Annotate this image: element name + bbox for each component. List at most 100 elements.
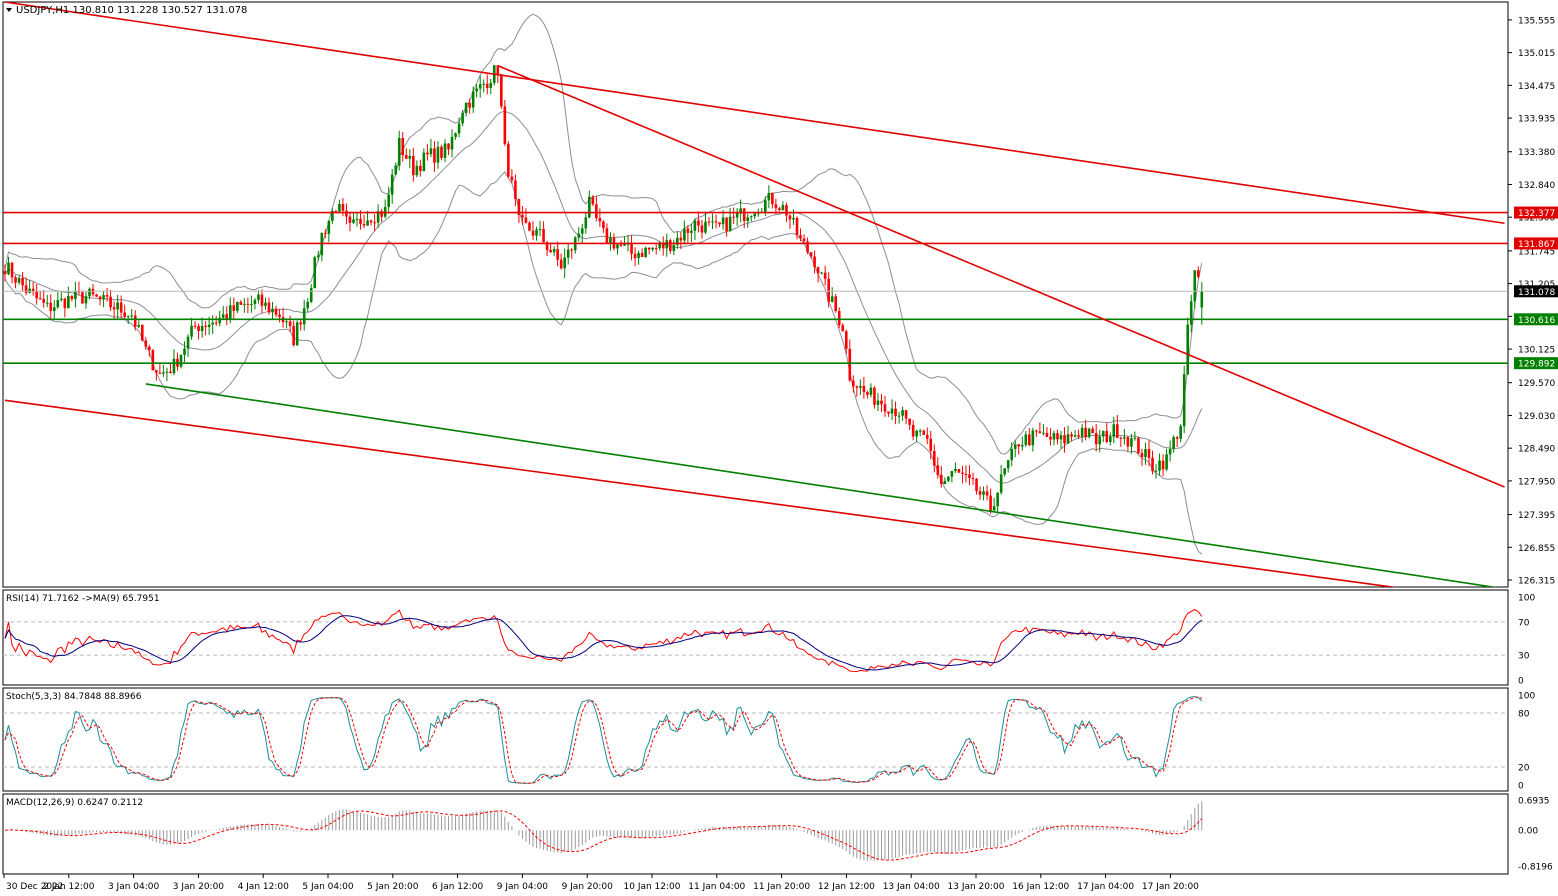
candle-body [661,243,665,249]
candle-body [588,196,591,218]
candle-body [510,176,514,181]
candle-body [538,228,542,230]
candle-body [1154,470,1158,472]
trendlines [3,2,1508,587]
bollinger-upper [4,13,1203,455]
candle-body [834,296,838,312]
candle-body [1087,428,1091,437]
candle-body [338,203,341,212]
y-tick-label: 133.380 [1518,148,1555,158]
candle-body [852,380,855,387]
candle-body [316,255,320,258]
candle-body [1010,448,1014,461]
stoch-d-line [4,696,1202,784]
chart-menu-triangle-icon[interactable] [6,8,12,12]
candle-body [633,253,637,259]
candle-body [404,155,408,159]
candle-body [676,237,679,245]
candle-body [1182,374,1186,427]
candle-body [651,247,654,250]
candle-body [683,228,686,241]
candle-body [28,288,31,293]
trendline-upper-channel [4,2,1505,225]
candle-body [950,471,954,477]
candle-body [848,348,852,381]
y-tick-label: 126.855 [1518,544,1555,554]
x-tick-label: 5 Jan 04:00 [302,882,354,892]
candle-body [1140,453,1144,458]
candle-body [1101,431,1105,437]
candle-body [602,221,605,229]
candle-body [70,295,74,300]
stoch-label: Stoch(5,3,3) 84.7848 88.8966 [6,692,142,702]
candle-body [809,252,813,257]
y-tick-label: 129.570 [1518,379,1555,389]
candle-body [778,208,781,211]
candle-body [21,277,24,286]
candle-body [918,430,922,432]
rsi-line [4,608,1203,673]
candle-body [728,216,732,232]
candle-body [985,491,989,496]
candle-body [433,148,436,163]
y-tick-label: 132.840 [1518,181,1555,191]
candle-body [894,408,897,417]
candle-body [887,411,890,414]
candle-body [324,233,327,235]
candle-body [373,222,376,224]
candle-body [475,88,478,92]
candle-body [1003,468,1006,475]
candle-body [137,324,141,327]
candle-body [1013,444,1017,449]
candle-body [577,233,581,238]
candle-body [257,294,260,300]
candle-body [471,91,475,108]
candle-body [1123,437,1126,439]
candle-body [109,296,112,308]
x-tick-label: 13 Jan 20:00 [948,882,1005,892]
x-tick-label: 3 Jan 04:00 [108,882,160,892]
stoch-tick-label: 80 [1518,710,1530,720]
candle-body [309,288,313,302]
candle-body [355,218,359,220]
candle-body [915,430,918,437]
candle-body [961,472,964,474]
candle-body [908,418,911,425]
candle-body [665,240,669,249]
candle-body [105,295,109,297]
candle-body [1028,434,1031,446]
candle-body [468,102,471,108]
candle-body [545,242,549,250]
x-tick-label: 17 Jan 20:00 [1142,882,1199,892]
candle-body [232,305,236,311]
candle-body [45,302,49,304]
candle-body [1158,460,1161,471]
candle-body [151,350,155,371]
candle-body [1130,438,1133,447]
last-price-box [1514,285,1558,298]
candle-body [239,301,243,305]
candle-body [390,174,394,195]
candle-body [866,392,869,395]
candle-body [264,302,267,306]
stoch-k-line [4,696,1203,784]
candle-body [478,84,482,89]
candle-body [869,387,873,395]
candle-body [507,143,510,177]
candle-body [461,113,464,124]
candle-body [721,217,725,225]
candle-body [179,354,183,367]
candle-body [394,165,398,175]
candle-body [968,474,971,479]
candle-body [859,385,862,388]
macd-tick-label: -0.8196 [1518,863,1553,873]
candle-body [1161,460,1165,470]
candle-body [345,210,348,217]
candle-body [165,371,169,373]
candle-body [658,243,662,249]
x-tick-label: 9 Jan 20:00 [562,882,614,892]
stoch-panel-frame [2,687,1509,792]
level-label: 129.892 [1518,360,1555,370]
candle-body [422,152,426,172]
candle-body [880,400,883,405]
